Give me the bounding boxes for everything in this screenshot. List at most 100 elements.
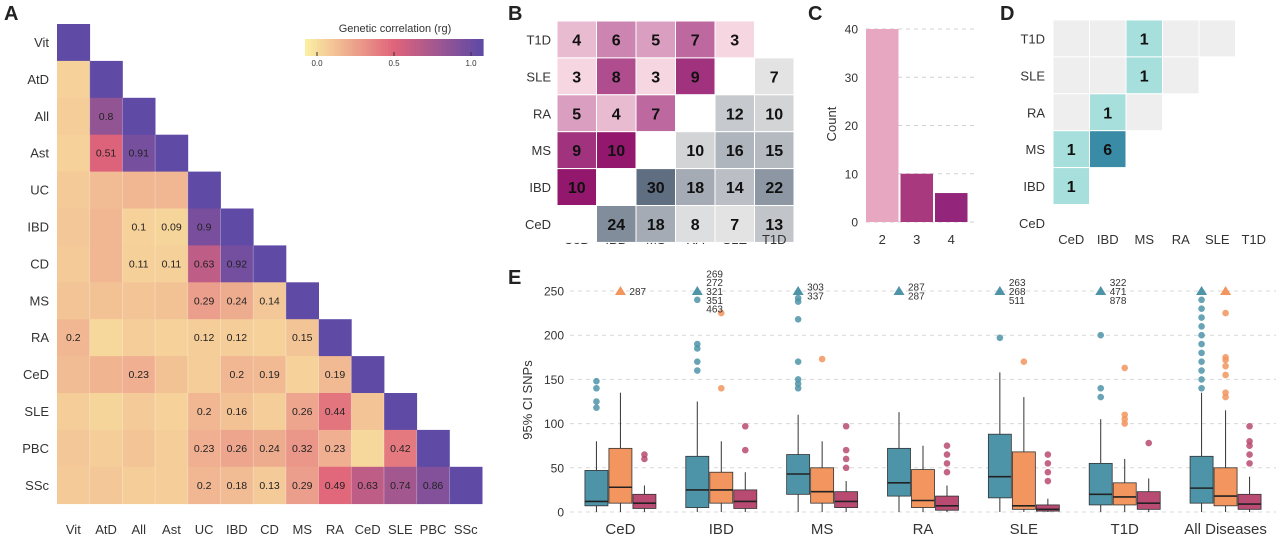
heatmap-cell — [1052, 93, 1090, 132]
outlier-point — [1097, 384, 1105, 392]
legend-swatch — [447, 39, 451, 56]
x-tick-label: RA — [913, 521, 934, 537]
cell-label: 0.44 — [325, 406, 346, 418]
panel-c-bar-chart: 0 10 20 30 40 2 3 4 Count — [824, 23, 974, 247]
legend-swatch — [450, 39, 454, 56]
legend-swatch — [468, 39, 472, 56]
y-tick-label: 100 — [544, 417, 564, 431]
legend-swatch — [405, 39, 410, 56]
x-tick-label: UC — [195, 522, 214, 537]
capped-value-label: 269 — [706, 269, 723, 280]
heatmap-cell — [318, 466, 352, 505]
legend-swatch — [325, 39, 330, 56]
y-tick-label: SSc — [25, 478, 49, 493]
legend-title: Genetic correlation (rg) — [339, 23, 452, 35]
cell-label: 7 — [770, 69, 779, 86]
outlier-point — [1198, 323, 1205, 330]
legend-swatch — [438, 39, 443, 56]
outlier-point — [1198, 367, 1205, 374]
x-tick-label: Vit — [66, 522, 81, 537]
legend-swatch — [420, 39, 425, 56]
x-tick-label: IBD — [709, 521, 734, 537]
heatmap-cell — [675, 205, 716, 243]
outlier-point — [1198, 314, 1205, 321]
y-tick-label: 30 — [845, 71, 859, 85]
legend-swatch — [370, 39, 374, 56]
heatmap-cell — [57, 429, 91, 468]
cell-label: 4 — [612, 106, 621, 123]
y-tick-label: IBD — [1023, 179, 1045, 194]
capped-value-label: 287 — [908, 283, 925, 294]
y-tick-label: Ast — [30, 146, 49, 161]
outlier-point — [818, 355, 826, 363]
panel-letter-b: B — [508, 3, 522, 25]
heatmap-cell — [556, 168, 597, 207]
legend-swatch — [474, 39, 478, 56]
box — [987, 433, 1012, 499]
outlier-point — [794, 376, 802, 383]
cell-label: 10 — [607, 143, 625, 160]
bar — [900, 173, 933, 222]
heatmap-cell — [220, 393, 254, 431]
box — [1088, 462, 1113, 506]
panel-letter-a: A — [4, 3, 18, 25]
cell-label: 0.2 — [66, 332, 81, 344]
capped-marker — [691, 286, 703, 295]
heatmap-cell — [122, 171, 156, 209]
cell-label: 13 — [765, 217, 783, 234]
panel-letter-c: C — [808, 3, 822, 25]
capped-value-label: 337 — [807, 291, 824, 302]
cell-label: 0.8 — [99, 111, 114, 123]
heatmap-cell — [449, 466, 483, 505]
heatmap-cell — [351, 356, 385, 394]
legend-swatch — [334, 39, 339, 56]
heatmap-cell — [675, 131, 716, 170]
heatmap-cell — [89, 171, 123, 209]
legend-swatch — [456, 39, 460, 56]
cell-label: 10 — [686, 143, 704, 160]
cell-label: 24 — [607, 217, 625, 234]
outlier-point — [842, 446, 850, 454]
x-tick-label: 4 — [948, 232, 955, 247]
capped-value-label: 511 — [1009, 296, 1025, 307]
x-tick-label: SLE — [388, 522, 413, 537]
heatmap-cell — [89, 245, 123, 283]
box — [685, 455, 710, 508]
x-tick-label: IBD — [1097, 232, 1119, 247]
legend-swatch — [337, 39, 342, 56]
heatmap-cell — [253, 393, 287, 431]
cell-label: 0.2 — [197, 406, 212, 418]
heatmap-cell — [754, 57, 795, 96]
cell-label: 0.09 — [161, 221, 182, 233]
panel-b-count-heatmap: 4 6 5 7 3 T1D CeD 3 8 3 9 7 SLE IBD 5 4 7 12 10 RA MS 9 10 10 16… — [525, 20, 795, 247]
cell-label: 0.12 — [227, 332, 248, 344]
y-tick-label: T1D — [526, 32, 551, 47]
outlier-point — [943, 442, 951, 450]
legend-swatch — [391, 39, 395, 56]
heatmap-cell — [285, 356, 319, 394]
y-tick-label: Vit — [34, 35, 49, 50]
legend-swatch — [340, 39, 345, 56]
heatmap-cell — [1089, 93, 1127, 132]
cell-label: 8 — [691, 217, 700, 234]
outlier-point — [1246, 451, 1253, 458]
heatmap-cell — [351, 429, 385, 468]
heatmap-cell — [57, 245, 91, 283]
legend-swatch — [331, 39, 336, 56]
cell-label: 0.15 — [292, 332, 313, 344]
heatmap-cell — [122, 282, 156, 320]
cell-label: 0.32 — [292, 443, 313, 455]
cell-label: 4 — [572, 32, 581, 49]
outlier-point — [842, 455, 850, 463]
heatmap-cell — [155, 356, 189, 394]
capped-marker — [1220, 286, 1232, 295]
legend-swatch — [307, 39, 312, 56]
outlier-point — [1044, 451, 1052, 458]
legend-swatch — [399, 39, 404, 56]
heatmap-cell — [57, 319, 91, 357]
heatmap-cell — [285, 466, 319, 505]
cell-label: 0.9 — [197, 221, 212, 233]
legend-swatch — [444, 39, 448, 56]
heatmap-cell — [122, 134, 156, 172]
